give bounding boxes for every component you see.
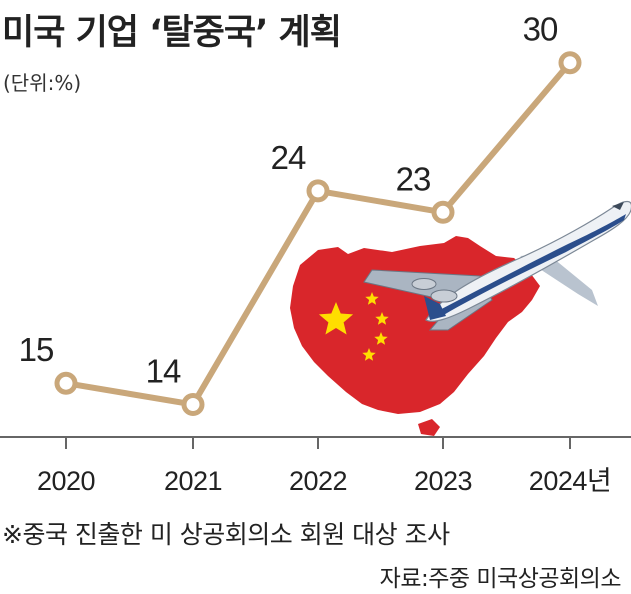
x-tick-label: 2020 — [37, 466, 95, 496]
data-point — [306, 179, 330, 203]
airplane-illustration — [363, 200, 631, 331]
airplane-engine — [411, 278, 437, 290]
data-point — [558, 51, 582, 75]
small-star-icon — [375, 312, 389, 325]
china-map-shape — [290, 236, 540, 414]
hainan-island — [418, 419, 440, 436]
x-axis-ticks — [65, 437, 571, 449]
source-note: 자료:주중 미국상공회의소 — [379, 566, 622, 592]
data-label: 23 — [396, 160, 431, 197]
footnote: ※중국 진출한 미 상공회의소 회원 대상 조사 — [2, 520, 450, 549]
data-label: 24 — [271, 139, 306, 176]
data-point — [181, 393, 205, 416]
data-label: 15 — [19, 331, 54, 368]
small-star-icon — [374, 332, 388, 345]
data-point — [431, 200, 455, 224]
small-star-icon — [362, 348, 376, 361]
airplane-tail — [424, 296, 446, 320]
airplane-cockpit — [612, 202, 624, 210]
data-label: 30 — [523, 11, 558, 48]
data-label: 14 — [146, 353, 181, 390]
data-points — [54, 51, 582, 416]
unit-label: (단위:%) — [3, 71, 82, 95]
data-labels: 15 14 24 23 30 — [19, 11, 559, 390]
x-tick-label: 2023 — [414, 466, 472, 496]
x-tick-label: 2024년 — [529, 466, 611, 496]
small-star-icon — [365, 292, 379, 305]
chart-title: 미국 기업 ‘탈중국’ 계획 — [2, 13, 342, 53]
x-tick-label: 2022 — [289, 466, 347, 496]
x-tick-label: 2021 — [164, 466, 222, 496]
airplane-engine — [430, 289, 458, 303]
big-star-icon — [318, 302, 354, 335]
x-axis-tick-labels: 2020 2021 2022 2023 2024년 — [37, 466, 612, 496]
airplane-stripe — [436, 214, 626, 316]
data-point — [54, 371, 78, 395]
